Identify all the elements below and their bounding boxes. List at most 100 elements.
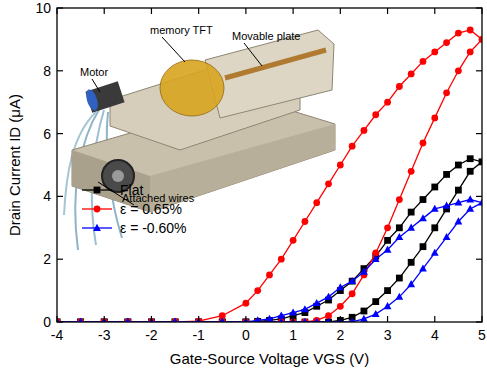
x-tick bbox=[56, 316, 57, 322]
point bbox=[443, 233, 451, 240]
point bbox=[384, 302, 392, 309]
x-tick bbox=[481, 316, 482, 322]
x-tick-top bbox=[434, 8, 435, 14]
y-tick-label: 8 bbox=[43, 63, 51, 79]
x-tick-label: -4 bbox=[51, 327, 64, 343]
point bbox=[290, 237, 297, 244]
series-line bbox=[57, 30, 482, 322]
y-tick-right bbox=[476, 70, 482, 71]
point bbox=[454, 198, 462, 205]
x-tick bbox=[198, 316, 199, 322]
point bbox=[455, 30, 462, 37]
y-tick-label: 2 bbox=[43, 251, 51, 267]
annotation: Motor bbox=[80, 66, 108, 78]
point bbox=[443, 39, 450, 46]
motor-ring bbox=[84, 88, 100, 112]
point bbox=[384, 287, 391, 294]
point bbox=[361, 308, 368, 315]
point bbox=[420, 243, 427, 250]
x-tick bbox=[245, 316, 246, 322]
x-tick-top bbox=[245, 8, 246, 14]
point bbox=[361, 127, 368, 134]
point bbox=[349, 143, 356, 150]
point bbox=[431, 249, 439, 256]
point bbox=[372, 111, 379, 118]
x-tick-label: 4 bbox=[431, 327, 439, 343]
series bbox=[57, 195, 482, 322]
point bbox=[408, 71, 415, 78]
y-tick-label: 0 bbox=[43, 314, 51, 330]
point bbox=[301, 305, 309, 312]
series bbox=[57, 155, 482, 322]
x-tick-label: 0 bbox=[242, 327, 250, 343]
point bbox=[396, 196, 403, 203]
x-tick bbox=[293, 316, 294, 322]
x-tick bbox=[434, 316, 435, 322]
legend-label: Flat bbox=[120, 182, 143, 198]
point bbox=[431, 205, 439, 212]
x-tick-label: -2 bbox=[145, 327, 158, 343]
x-axis-label: Gate-Source Voltage VGS (V) bbox=[170, 350, 369, 367]
y-axis-label: Drain Current ID (μA) bbox=[6, 94, 23, 236]
point bbox=[277, 312, 285, 319]
y-tick-label: 4 bbox=[43, 188, 51, 204]
point bbox=[325, 180, 332, 187]
point bbox=[420, 58, 427, 65]
y-tick bbox=[57, 133, 63, 134]
point bbox=[396, 275, 403, 282]
series-line bbox=[57, 200, 482, 322]
annotation-arrow bbox=[162, 37, 185, 62]
point bbox=[337, 303, 344, 310]
point bbox=[266, 315, 274, 322]
plot-area bbox=[57, 27, 482, 322]
x-tick-top bbox=[293, 8, 294, 14]
y-tick-label: 10 bbox=[35, 0, 51, 16]
x-tick bbox=[387, 316, 388, 322]
y-tick bbox=[57, 7, 63, 8]
point bbox=[266, 272, 273, 279]
y-tick-right bbox=[476, 321, 482, 322]
point bbox=[443, 171, 450, 178]
movable-plate bbox=[205, 30, 334, 118]
point bbox=[313, 299, 321, 306]
plot-frame bbox=[57, 8, 482, 322]
point bbox=[325, 293, 333, 300]
series-line bbox=[57, 159, 482, 322]
point bbox=[278, 256, 285, 263]
point bbox=[419, 214, 427, 221]
point bbox=[443, 89, 450, 96]
point bbox=[384, 99, 391, 106]
y-tick-right bbox=[476, 7, 482, 8]
point bbox=[254, 287, 261, 294]
x-tick-top bbox=[104, 8, 105, 14]
legend-marker bbox=[94, 187, 101, 194]
point bbox=[384, 237, 391, 244]
x-tick-top bbox=[481, 8, 482, 14]
point bbox=[455, 162, 462, 169]
y-tick-right bbox=[476, 133, 482, 134]
legend-marker bbox=[94, 206, 101, 213]
point bbox=[455, 187, 462, 194]
x-tick-label: 5 bbox=[478, 327, 486, 343]
point bbox=[336, 283, 344, 290]
x-tick-label: 3 bbox=[384, 327, 392, 343]
point bbox=[419, 264, 427, 271]
point bbox=[431, 224, 438, 231]
point bbox=[337, 162, 344, 169]
y-tick bbox=[57, 70, 63, 71]
point bbox=[372, 255, 380, 262]
y-tick bbox=[57, 321, 63, 322]
legend-label: ε = -0.60% bbox=[120, 220, 187, 236]
point bbox=[372, 298, 379, 305]
point bbox=[467, 49, 474, 56]
point bbox=[431, 115, 438, 122]
legend-marker bbox=[93, 224, 101, 231]
point bbox=[349, 290, 356, 297]
point bbox=[289, 308, 297, 315]
point bbox=[242, 300, 249, 307]
point bbox=[466, 195, 474, 202]
point bbox=[466, 205, 474, 212]
x-tick-label: 2 bbox=[336, 327, 344, 343]
point bbox=[313, 199, 320, 206]
point bbox=[455, 67, 462, 74]
